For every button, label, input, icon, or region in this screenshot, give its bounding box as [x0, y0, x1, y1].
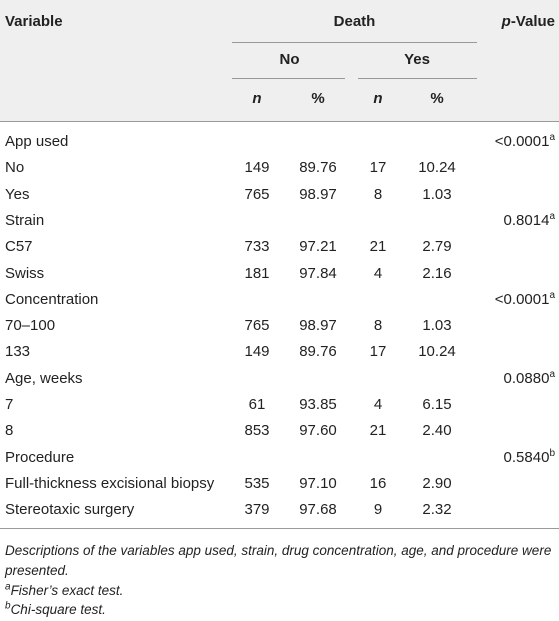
- header-yes: Yes: [404, 51, 430, 68]
- note-description: Descriptions of the variables app used, …: [5, 543, 552, 578]
- p-note: b: [549, 447, 555, 459]
- p-value: 0.8014a: [504, 211, 555, 231]
- rule: [232, 78, 345, 79]
- cell: 8: [373, 185, 383, 203]
- row-label: Concentration: [5, 290, 99, 308]
- rule: [358, 78, 477, 79]
- cell: 6.15: [422, 396, 452, 413]
- row-label: Stereotaxic surgery: [5, 501, 135, 519]
- cell: 97.84: [299, 264, 337, 282]
- cell: 98.97: [299, 317, 337, 335]
- header-pct: %: [311, 90, 325, 107]
- row-label: Strain: [5, 211, 45, 229]
- cell: 16: [369, 474, 387, 492]
- cell: 97.21: [299, 238, 337, 256]
- row-label: Yes: [5, 185, 30, 203]
- cell: 98.97: [299, 185, 337, 203]
- cell: 21: [369, 238, 387, 256]
- p-note: a: [549, 289, 555, 301]
- row-label: 8: [5, 422, 14, 440]
- header-p-value: p-Value: [502, 12, 555, 32]
- rule: [0, 121, 559, 122]
- p-rest: -Value: [510, 13, 555, 30]
- p-value-text: 0.5840: [503, 448, 550, 466]
- header-variable: Variable: [5, 13, 63, 30]
- row-label: Age, weeks: [5, 369, 83, 387]
- p-value-text: <0.0001: [494, 133, 550, 150]
- rule: [0, 528, 559, 529]
- cell: 10.24: [418, 159, 456, 177]
- cell: 89.76: [299, 343, 337, 361]
- row-label: No: [5, 159, 25, 177]
- rule: [232, 42, 477, 43]
- cell: 97.10: [299, 474, 337, 492]
- p-value: 0.0880a: [504, 369, 555, 389]
- cell: 2.79: [422, 238, 452, 256]
- footnote-text: Chi-square test.: [10, 602, 106, 617]
- cell: 535: [244, 474, 270, 492]
- footnote-mark: b: [5, 600, 11, 612]
- cell: 181: [244, 264, 270, 282]
- p-value-text: 0.8014: [503, 211, 550, 229]
- footnote: aFisher’s exact test.: [5, 581, 553, 601]
- p-note: a: [549, 368, 555, 380]
- cell: 2.32: [422, 501, 452, 519]
- p-note: a: [549, 132, 555, 143]
- cell: 765: [244, 317, 270, 335]
- cell: 61: [248, 396, 266, 413]
- cell: 4: [373, 396, 383, 413]
- cell: 93.85: [299, 396, 337, 413]
- cell: 379: [244, 501, 270, 519]
- row-label: 7: [5, 396, 14, 413]
- cell: 2.40: [422, 422, 452, 440]
- footnote-mark: a: [5, 581, 11, 593]
- p-value: <0.0001a: [495, 290, 555, 310]
- cell: 17: [369, 159, 387, 177]
- cell: 89.76: [299, 159, 337, 177]
- p-value: 0.5840b: [504, 448, 555, 468]
- footnote: bChi-square test.: [5, 600, 553, 620]
- row-label: 133: [5, 343, 31, 361]
- p-value: <0.0001a: [495, 132, 555, 152]
- cell: 853: [244, 422, 270, 440]
- row-label: Swiss: [5, 264, 45, 282]
- p-italic: p: [501, 13, 511, 30]
- p-note: a: [549, 210, 555, 222]
- row-label: 70–100: [5, 317, 56, 335]
- cell: 2.16: [422, 264, 452, 282]
- header-death: Death: [333, 13, 376, 30]
- header-background: [0, 0, 559, 121]
- cell: 149: [244, 343, 270, 361]
- footnote-text: Fisher’s exact test.: [10, 583, 124, 598]
- p-value-text: 0.0880: [503, 369, 550, 387]
- header-n: n: [373, 90, 383, 107]
- row-label: C57: [5, 238, 33, 256]
- cell: 2.90: [422, 474, 452, 492]
- row-label: App used: [5, 133, 69, 150]
- header-n: n: [252, 90, 262, 107]
- cell: 1.03: [422, 185, 452, 203]
- header-pct: %: [430, 90, 444, 107]
- row-label: Full-thickness excisional biopsy: [5, 474, 215, 492]
- cell: 10.24: [418, 343, 456, 361]
- p-value-text: <0.0001: [494, 290, 550, 308]
- cell: 765: [244, 185, 270, 203]
- cell: 97.60: [299, 422, 337, 440]
- cell: 21: [369, 422, 387, 440]
- cell: 1.03: [422, 317, 452, 335]
- header-no: No: [279, 51, 300, 68]
- cell: 149: [244, 159, 270, 177]
- row-label: Procedure: [5, 448, 75, 466]
- cell: 8: [373, 317, 383, 335]
- cell: 17: [369, 343, 387, 361]
- cell: 4: [373, 264, 383, 282]
- cell: 9: [373, 501, 383, 519]
- cell: 97.68: [299, 501, 337, 519]
- cell: 733: [244, 238, 270, 256]
